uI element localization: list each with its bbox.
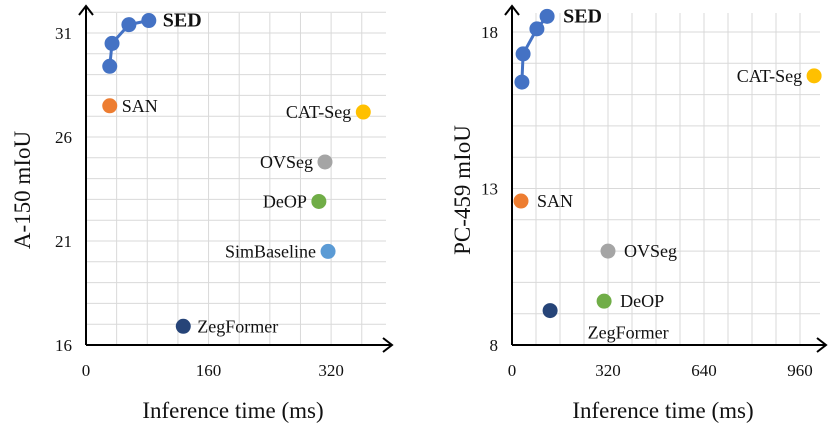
data-point bbox=[539, 8, 555, 24]
data-label: CAT-Seg bbox=[737, 66, 802, 86]
data-point bbox=[542, 303, 558, 319]
data-point bbox=[513, 193, 529, 209]
data-point bbox=[175, 318, 191, 334]
data-label: OVSeg bbox=[260, 152, 313, 172]
data-point bbox=[102, 98, 118, 114]
y-tick-label: 21 bbox=[55, 232, 72, 251]
data-point bbox=[596, 293, 612, 309]
data-label: DeOP bbox=[263, 191, 307, 211]
series-deop: DeOP bbox=[263, 191, 327, 211]
y-tick-label: 26 bbox=[55, 128, 72, 147]
x-tick-label: 0 bbox=[82, 361, 91, 380]
data-label: SED bbox=[563, 5, 602, 27]
data-label: OVSeg bbox=[624, 241, 677, 261]
x-axis-arrow-icon bbox=[382, 337, 394, 353]
series-line bbox=[108, 19, 150, 67]
data-label: SAN bbox=[122, 96, 158, 116]
data-label: SimBaseline bbox=[225, 241, 316, 261]
series-ovseg: OVSeg bbox=[600, 241, 677, 261]
series-sed: SED bbox=[514, 5, 602, 90]
y-tick-label: 8 bbox=[490, 336, 499, 355]
data-point bbox=[102, 58, 118, 74]
data-label: DeOP bbox=[620, 291, 664, 311]
y-tick-label: 18 bbox=[481, 23, 498, 42]
data-point bbox=[600, 243, 616, 259]
series-zegformer: ZegFormer bbox=[175, 316, 278, 336]
data-point bbox=[514, 74, 530, 90]
data-label: CAT-Seg bbox=[286, 102, 351, 122]
y-axis-title: A-150 mIoU bbox=[10, 131, 35, 250]
series-cat-seg: CAT-Seg bbox=[286, 102, 371, 122]
series-san: SAN bbox=[102, 96, 158, 116]
data-point bbox=[121, 17, 137, 33]
data-label: ZegFormer bbox=[588, 323, 669, 343]
data-label: ZegFormer bbox=[197, 316, 278, 336]
series-sed: SED bbox=[102, 10, 202, 74]
series-zegformer: ZegFormer bbox=[542, 303, 669, 343]
x-axis-title: Inference time (ms) bbox=[572, 398, 753, 423]
y-axis-arrow-icon bbox=[504, 4, 520, 16]
y-tick-label: 16 bbox=[55, 336, 72, 355]
panel-1: 0 160 320 16 21 26 31 Inference time (ms) A-150 … bbox=[10, 4, 394, 423]
x-axis-arrow-icon bbox=[816, 337, 828, 353]
panel-2: 0 320 640 960 8 13 18 Inference time (ms) PC-459… bbox=[450, 4, 828, 423]
series-ovseg: OVSeg bbox=[260, 152, 333, 172]
data-point bbox=[320, 243, 336, 259]
x-tick-label: 960 bbox=[787, 361, 813, 380]
x-tick-label: 0 bbox=[508, 361, 517, 380]
y-axis-arrow-icon bbox=[78, 4, 94, 16]
series-san: SAN bbox=[513, 191, 573, 211]
y-tick-label: 31 bbox=[55, 24, 72, 43]
y-axis-title: PC-459 mIoU bbox=[450, 125, 475, 255]
series-line bbox=[520, 15, 549, 83]
data-label: SAN bbox=[537, 191, 573, 211]
data-point bbox=[317, 154, 333, 170]
data-point bbox=[355, 104, 371, 120]
data-point bbox=[806, 68, 822, 84]
x-axis-title: Inference time (ms) bbox=[142, 398, 323, 423]
series-simbaseline: SimBaseline bbox=[225, 241, 336, 261]
x-tick-label: 320 bbox=[318, 361, 344, 380]
data-point bbox=[311, 193, 327, 209]
data-label: SED bbox=[163, 10, 202, 32]
x-tick-label: 160 bbox=[196, 361, 222, 380]
x-tick-label: 320 bbox=[595, 361, 621, 380]
series-cat-seg: CAT-Seg bbox=[737, 66, 822, 86]
y-tick-label: 13 bbox=[481, 180, 498, 199]
x-tick-label: 640 bbox=[691, 361, 717, 380]
data-point bbox=[104, 35, 120, 51]
data-point bbox=[515, 46, 531, 62]
data-point bbox=[141, 13, 157, 29]
series-deop: DeOP bbox=[596, 291, 664, 311]
data-point bbox=[529, 21, 545, 37]
